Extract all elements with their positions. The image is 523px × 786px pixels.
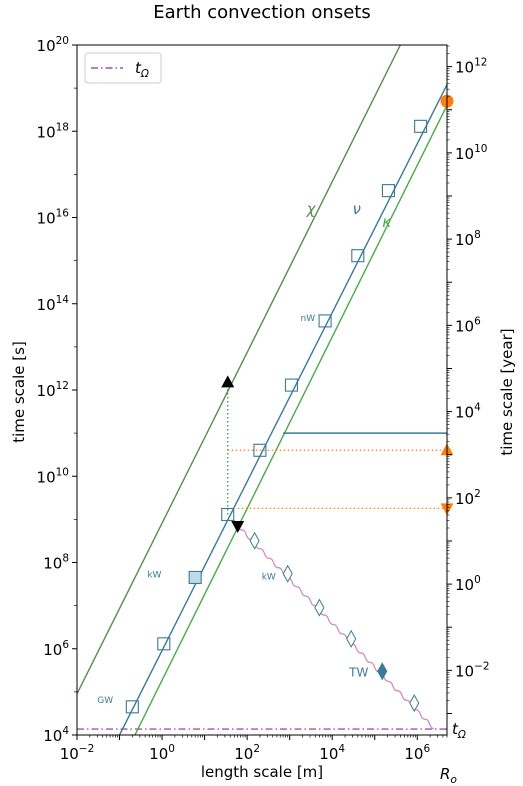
annotation-nu: ν bbox=[352, 200, 360, 218]
t-omega-label: tΩ bbox=[452, 720, 466, 741]
y-right-tick-label: 106 bbox=[455, 315, 481, 335]
square-marker-8 bbox=[351, 249, 365, 263]
x-tick-label: 100 bbox=[149, 743, 175, 763]
x-axis-label: length scale [m] bbox=[201, 763, 323, 781]
x-tick-label: 106 bbox=[404, 743, 430, 763]
diamond-marker-6 bbox=[409, 694, 420, 713]
series-line-nu bbox=[118, 84, 447, 735]
wiggle-path bbox=[232, 519, 435, 730]
square-marker-3 bbox=[188, 570, 202, 585]
y-right-tick-label: 100 bbox=[455, 574, 481, 594]
square-marker-7 bbox=[318, 314, 332, 328]
legend: tΩ bbox=[84, 52, 162, 84]
square-marker-9 bbox=[381, 184, 395, 198]
y-left-tick-label: 1010 bbox=[37, 466, 69, 486]
y-left-tick-label: 1020 bbox=[37, 35, 69, 55]
y-left-tick-label: 106 bbox=[43, 639, 69, 659]
annotation-nW: nW bbox=[301, 314, 316, 324]
series-line-kappa bbox=[134, 104, 447, 735]
y-left-tick-label: 1012 bbox=[37, 380, 69, 400]
y-left-tick-label: 104 bbox=[43, 725, 69, 745]
square-marker-4 bbox=[221, 507, 235, 522]
diamond-marker-4 bbox=[346, 629, 357, 648]
y-axis-label-right: time scale [year] bbox=[498, 328, 516, 455]
y-right-tick-label: 108 bbox=[455, 229, 481, 249]
series-line-chi bbox=[77, 45, 401, 695]
y-left-tick-label: 108 bbox=[43, 553, 69, 573]
annotation-kW_left: kW bbox=[147, 570, 161, 580]
triangle-down-marker-2 bbox=[231, 521, 245, 534]
annotation-TW: TW bbox=[348, 665, 368, 679]
triangle-up-marker-1 bbox=[221, 375, 235, 388]
square-marker-10 bbox=[414, 119, 428, 133]
x-tick-label: 10−2 bbox=[60, 743, 95, 763]
annotation-GW: GW bbox=[97, 696, 113, 706]
x-extra-label-ro: Ro bbox=[440, 765, 457, 786]
y-right-tick-label: 102 bbox=[455, 488, 481, 508]
plot-frame bbox=[76, 44, 448, 736]
plot-lines bbox=[77, 45, 447, 735]
annotation-kW_right: kW bbox=[262, 573, 276, 583]
y-left-tick-label: 1014 bbox=[37, 294, 70, 314]
y-right-tick-label: 104 bbox=[455, 402, 481, 422]
square-marker-1 bbox=[125, 700, 139, 714]
plot-area bbox=[77, 45, 447, 735]
diamond-marker-1 bbox=[249, 531, 260, 550]
x-tick-label: 104 bbox=[319, 743, 345, 763]
y-left-tick-label: 1016 bbox=[37, 208, 70, 228]
diamond-marker-3 bbox=[314, 598, 325, 617]
legend-label-t-omega: tΩ bbox=[135, 59, 149, 80]
annotation-chi: χ bbox=[306, 200, 317, 218]
markers: χ ν κ nW kW kW GW TW tΩ bbox=[97, 94, 466, 741]
annotation-kappa: κ bbox=[382, 213, 391, 231]
axes: 10−2 100 102 104 106 Ro 104 106 108 1010 1012 1014 1… bbox=[37, 35, 490, 786]
diamond-marker-5 bbox=[377, 662, 388, 681]
y-right-tick-label: 10−2 bbox=[455, 660, 490, 680]
diamond-marker-2 bbox=[282, 564, 293, 583]
square-marker-2 bbox=[157, 637, 171, 651]
x-tick-label: 102 bbox=[234, 743, 260, 763]
chart-title: Earth convection onsets bbox=[153, 2, 370, 23]
y-right-tick-label: 1010 bbox=[455, 143, 487, 163]
y-left-tick-label: 1018 bbox=[37, 121, 69, 141]
square-marker-6 bbox=[284, 378, 298, 392]
y-axis-label-left: time scale [s] bbox=[10, 341, 28, 443]
square-marker-5 bbox=[253, 443, 267, 457]
y-right-tick-label: 1012 bbox=[455, 57, 487, 77]
